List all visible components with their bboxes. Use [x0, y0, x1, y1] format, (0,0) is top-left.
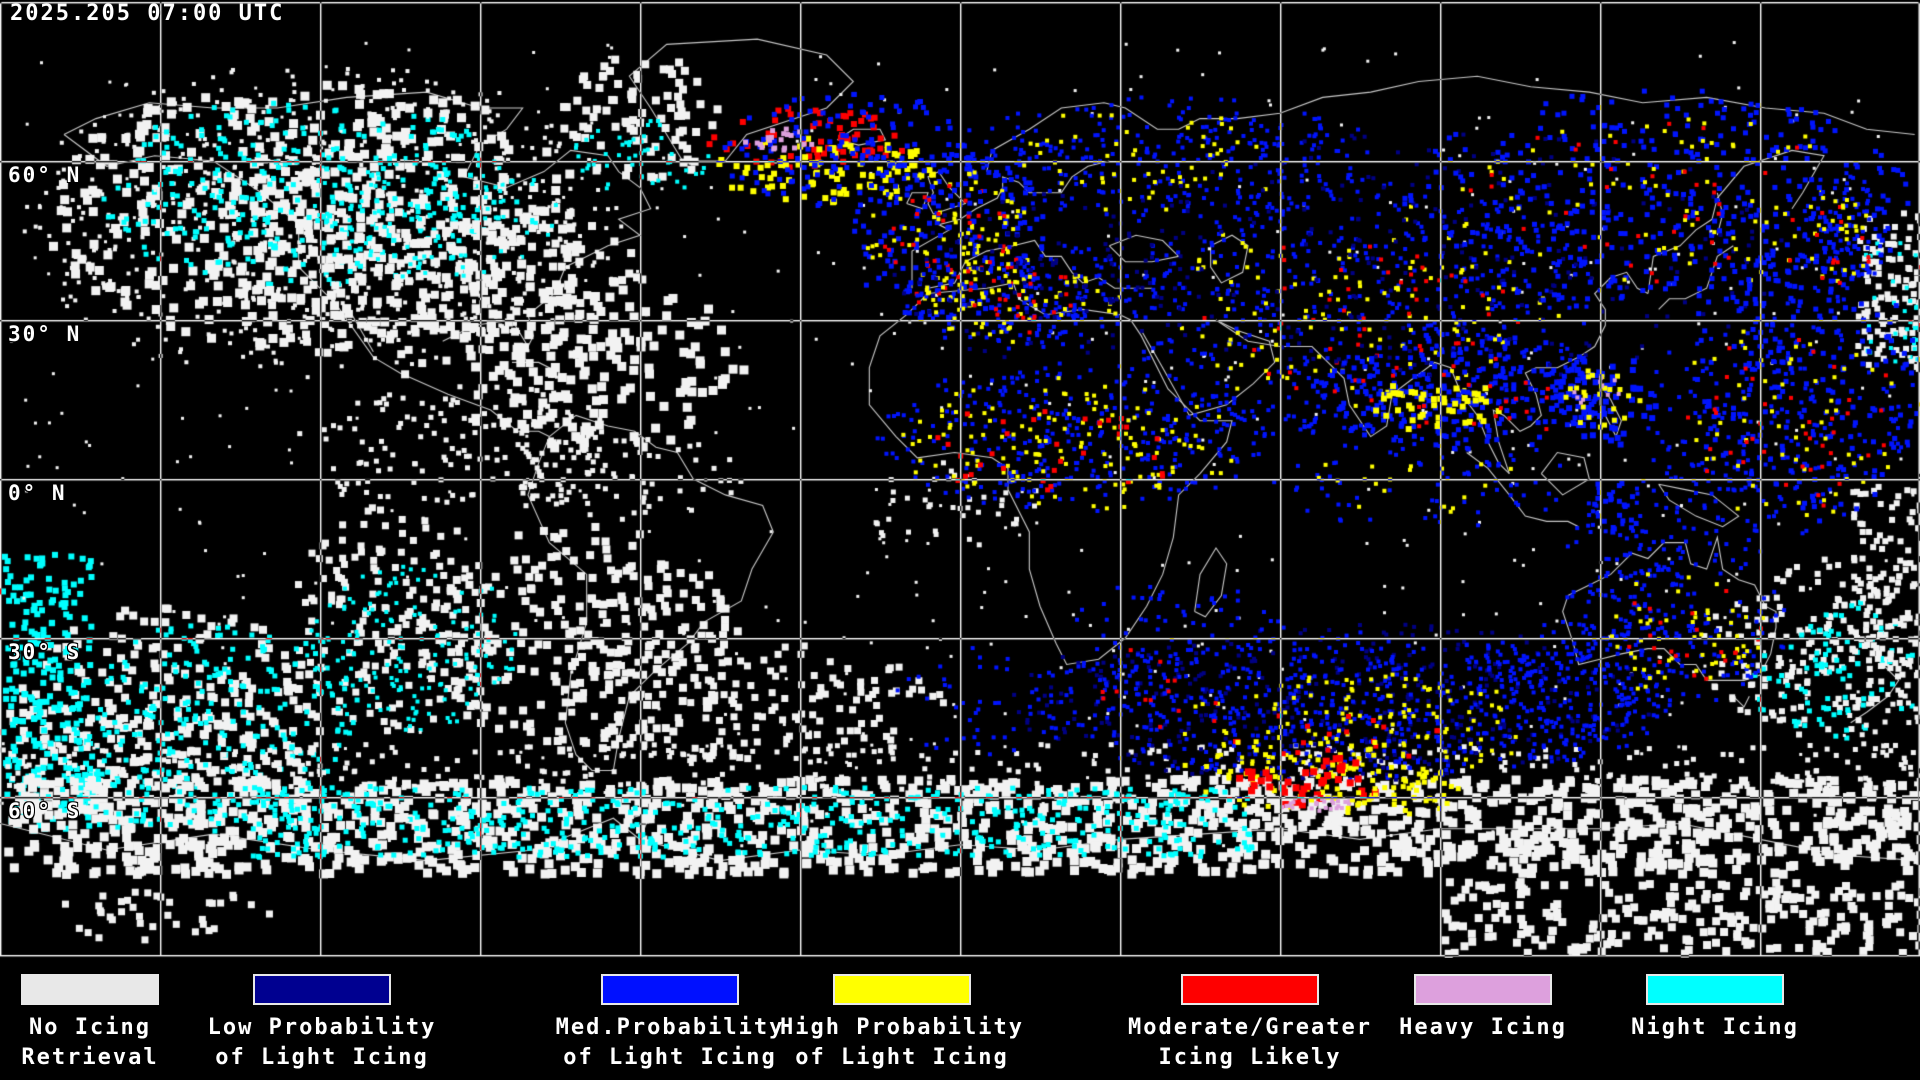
legend-label-high-probability-light-icing-line1: High Probability: [780, 1015, 1024, 1040]
legend-swatch-low-probability-light-icing: [253, 974, 391, 1005]
legend-item-high-probability-light-icing: High Probability of Light Icing: [762, 974, 1042, 1073]
legend-label-moderate-greater-icing-likely-line1: Moderate/Greater: [1128, 1015, 1372, 1040]
legend-label-night-icing-line1: Night Icing: [1631, 1015, 1799, 1040]
legend-item-night-icing: Night Icing: [1575, 974, 1855, 1043]
timestamp-label: 2025.205 07:00 UTC: [10, 1, 285, 26]
lat-label-30n: 30° N: [8, 322, 82, 346]
legend-label-high-probability-light-icing-line2: of Light Icing: [795, 1045, 1009, 1070]
legend-label-no-icing-retrieval-line1: No Icing: [29, 1015, 151, 1040]
legend-label-low-probability-light-icing-line1: Low Probability: [207, 1015, 437, 1040]
legend-label-moderate-greater-icing-likely-line2: Icing Likely: [1158, 1045, 1342, 1070]
lat-label-60s: 60° S: [8, 799, 82, 823]
lat-label-60n: 60° N: [8, 163, 82, 187]
legend-swatch-night-icing: [1646, 974, 1784, 1005]
lat-label-0n: 0° N: [8, 481, 67, 505]
legend-item-no-icing-retrieval: No Icing Retrieval: [0, 974, 230, 1073]
legend-item-moderate-greater-icing-likely: Moderate/Greater Icing Likely: [1110, 974, 1390, 1073]
legend-swatch-high-probability-light-icing: [833, 974, 971, 1005]
world-icing-map: [0, 0, 1920, 958]
legend-label-no-icing-retrieval-line2: Retrieval: [21, 1045, 159, 1070]
legend-item-heavy-icing: Heavy Icing: [1343, 974, 1623, 1043]
legend-label-low-probability-light-icing-line2: of Light Icing: [215, 1045, 429, 1070]
legend-swatch-moderate-greater-icing-likely: [1181, 974, 1319, 1005]
legend-item-low-probability-light-icing: Low Probability of Light Icing: [182, 974, 462, 1073]
legend-swatch-no-icing-retrieval: [21, 974, 159, 1005]
legend-swatch-heavy-icing: [1414, 974, 1552, 1005]
legend-label-heavy-icing-line1: Heavy Icing: [1399, 1015, 1567, 1040]
lat-label-30s: 30° S: [8, 640, 82, 664]
legend-label-med-probability-light-icing-line2: of Light Icing: [563, 1045, 777, 1070]
legend-bar: No Icing Retrieval Low Probability of Light…: [0, 958, 1920, 1080]
legend-swatch-med-probability-light-icing: [601, 974, 739, 1005]
legend-label-med-probability-light-icing-line1: Med.Probability: [555, 1015, 785, 1040]
legend-item-med-probability-light-icing: Med.Probability of Light Icing: [530, 974, 810, 1073]
